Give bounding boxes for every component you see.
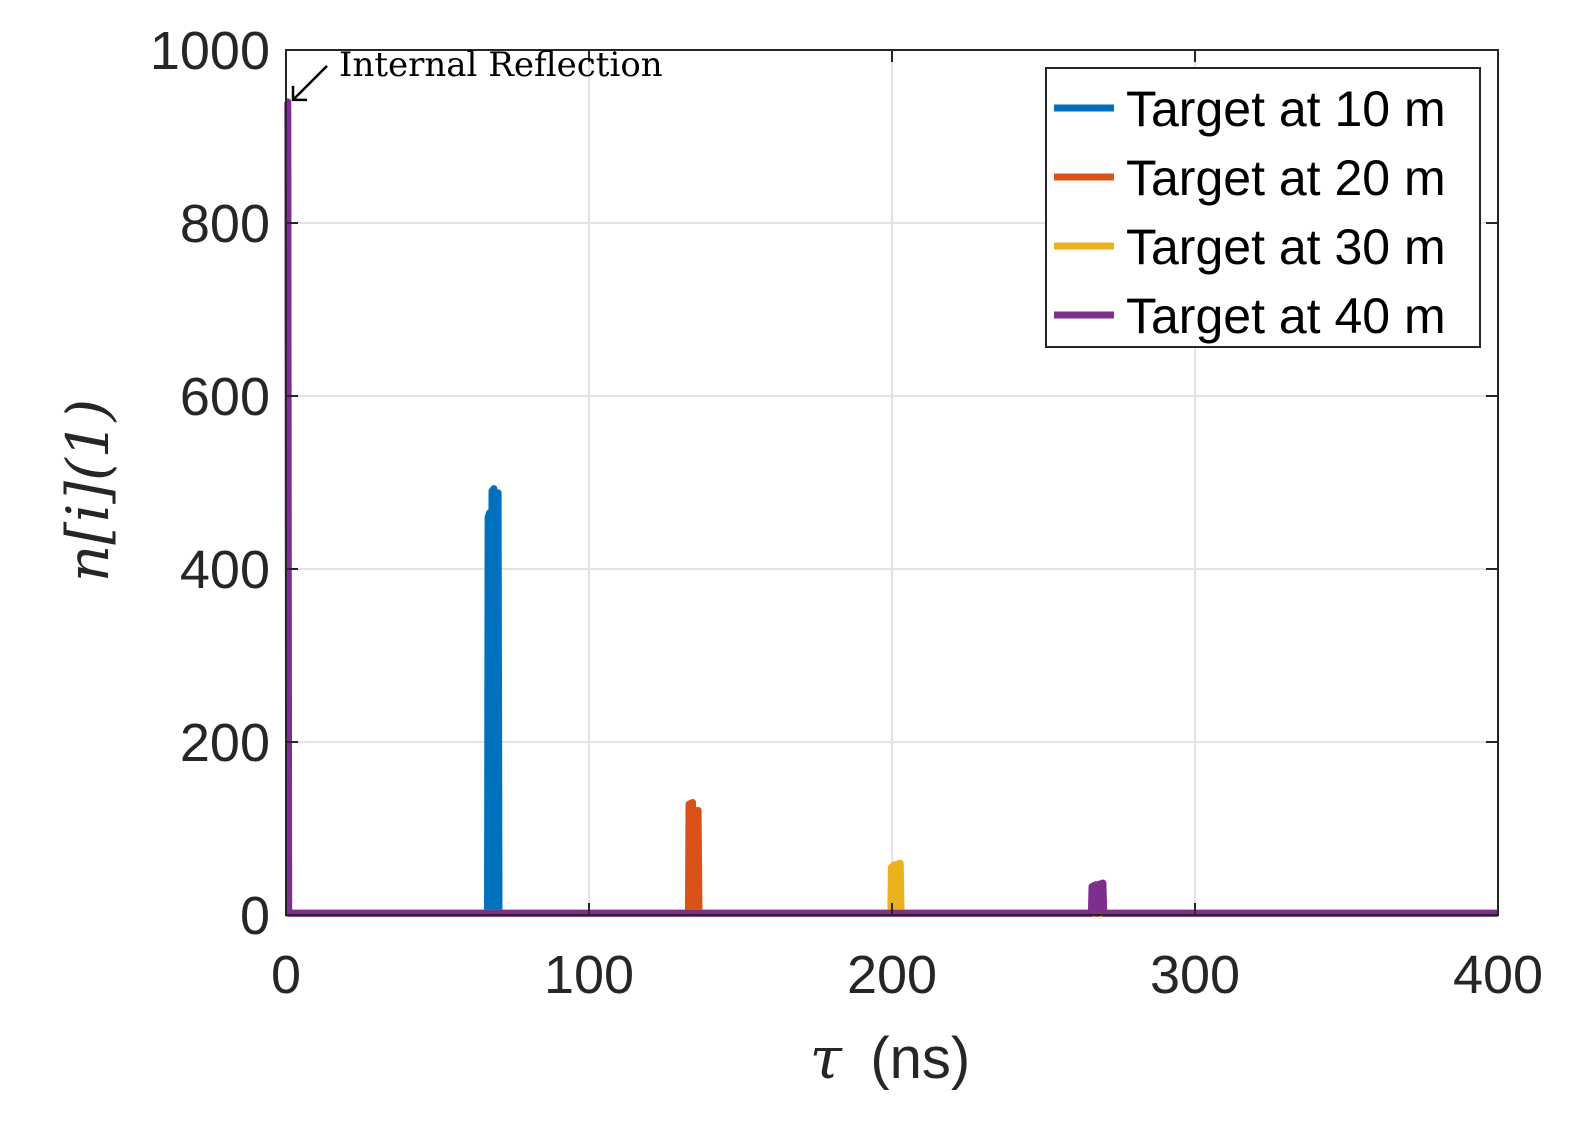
x-axis-unit: (ns) xyxy=(870,1026,970,1091)
x-axis-label: τ (ns) xyxy=(810,1024,970,1092)
y-tick-label: 600 xyxy=(180,367,270,427)
legend: Target at 10 m Target at 20 m Target at 30… xyxy=(1045,67,1481,348)
x-tick-label: 200 xyxy=(847,945,937,1005)
y-tick-label: 0 xyxy=(240,886,270,946)
legend-label: Target at 20 m xyxy=(1126,150,1446,206)
legend-label: Target at 30 m xyxy=(1126,219,1446,275)
y-tick-label: 400 xyxy=(180,540,270,600)
x-tick-label: 400 xyxy=(1453,945,1543,1005)
legend-box xyxy=(1045,67,1481,348)
y-tick-label: 1000 xyxy=(150,21,270,81)
annotation-arrow-head xyxy=(291,85,308,102)
annotation-arrow xyxy=(292,65,328,101)
annotation: Internal Reflection xyxy=(291,45,663,102)
y-tick-label: 200 xyxy=(180,713,270,773)
series-line-target-at-10-m xyxy=(286,485,1498,917)
legend-label: Target at 10 m xyxy=(1126,81,1446,137)
series-line-target-at-40-m xyxy=(284,98,1498,917)
x-axis-symbol: τ xyxy=(810,1024,843,1092)
y-tick-label: 800 xyxy=(180,194,270,254)
x-tick-label: 300 xyxy=(1150,945,1240,1005)
legend-label: Target at 40 m xyxy=(1126,288,1446,344)
annotation-label: Internal Reflection xyxy=(339,45,663,85)
x-tick-label: 0 xyxy=(271,945,301,1005)
series-lines xyxy=(284,98,1498,917)
axis-ticks: 0 100 200 300 400 0 200 400 600 800 1000 xyxy=(150,21,1543,1005)
x-tick-label: 100 xyxy=(544,945,634,1005)
y-axis-label: n[i](1) xyxy=(54,399,122,582)
